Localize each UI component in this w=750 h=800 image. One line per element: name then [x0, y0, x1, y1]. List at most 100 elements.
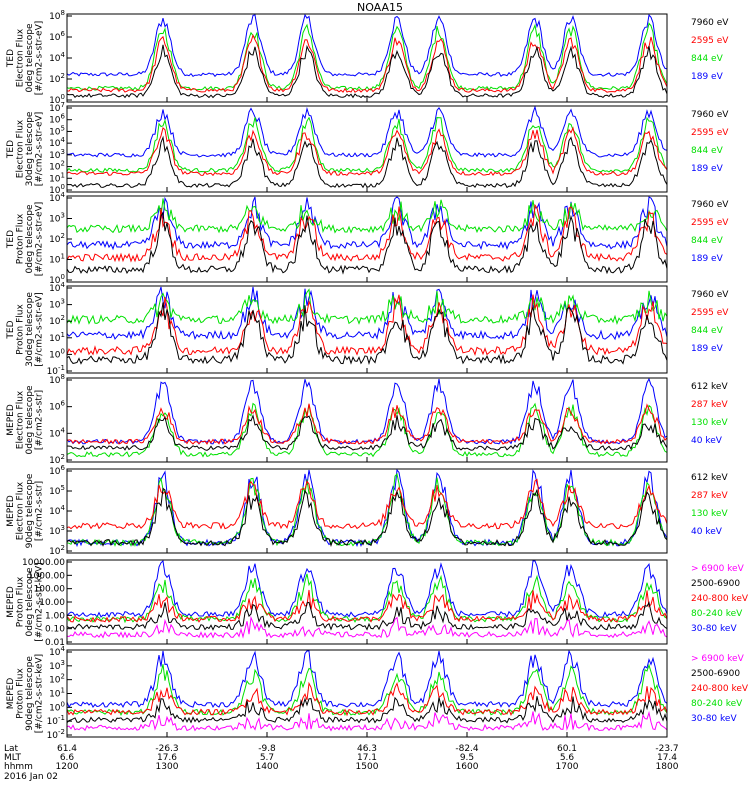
footer-hhmm-value: 1800 [656, 762, 679, 772]
series-line-612-kev [66, 487, 668, 547]
legend-entry: 612 keV [691, 382, 728, 392]
legend-entry: 7960 eV [691, 110, 729, 120]
legend-entry: 844 eV [691, 54, 724, 64]
series-line-80-240-kev [66, 663, 668, 717]
y-axis-label: MEPEDProton Flux90deg telescope[#/cm2-s-… [6, 654, 45, 733]
footer-mlt-value: 17.6 [157, 753, 177, 763]
footer-mlt-value: 5.7 [260, 753, 274, 763]
series-line-2500-6900 [66, 696, 668, 724]
series-line--6900-kev [66, 615, 668, 639]
y-tick-label: 100.00 [34, 585, 66, 595]
series-line--6900-kev [66, 710, 668, 732]
legend-entry: 2595 eV [691, 36, 729, 46]
legend-entry: 30-80 keV [691, 714, 737, 724]
footer-lat-value: -23.7 [655, 744, 678, 754]
y-tick-label: 102 [49, 72, 65, 85]
footer-mlt-value: 17.1 [357, 753, 377, 763]
series-line-2595-ev [66, 33, 668, 93]
footer-lat-value: 46.3 [357, 744, 377, 754]
series-line-189-ev [66, 13, 668, 78]
legend-entry: 287 keV [691, 400, 728, 410]
y-tick-label: 103 [49, 524, 65, 537]
footer-hhmm-value: 1400 [256, 762, 279, 772]
legend-entry: 40 keV [691, 527, 723, 537]
legend-entry: 240-800 keV [691, 594, 749, 604]
legend-entry: 287 keV [691, 491, 728, 501]
series-line-612-kev [66, 413, 668, 451]
y-tick-label: 102 [49, 232, 65, 245]
series-line-2595-ev [66, 126, 668, 177]
series-line-844-ev [66, 198, 668, 234]
footer-row-label: 2016 Jan 02 [4, 772, 58, 782]
panel-frame [66, 195, 668, 283]
panel-7: 10000.00 1000.00 100.00 10.00 1.00 0.10 0.01ME… [6, 558, 749, 648]
y-tick-label: 104 [49, 504, 65, 517]
y-tick-label: 0.01 [45, 638, 65, 648]
legend-entry: 189 eV [691, 72, 724, 82]
y-tick-label: 10-2 [47, 728, 65, 741]
panel-frame [66, 559, 668, 645]
panel-frame [66, 13, 668, 103]
y-tick-label: 101 [49, 253, 65, 266]
series-line-844-ev [66, 22, 668, 91]
legend-entry: 2595 eV [691, 308, 729, 318]
series-line-130-kev [66, 402, 668, 458]
legend-entry: 40 keV [691, 436, 723, 446]
series-line-287-kev [66, 478, 668, 530]
y-tick-label: 104 [49, 51, 65, 64]
y-tick-label: 0.10 [45, 625, 65, 635]
legend-entry: 189 eV [691, 164, 724, 174]
footer-hhmm-value: 1700 [556, 762, 579, 772]
series-line-2595-ev [66, 203, 668, 263]
series-line-30-80-kev [66, 560, 668, 619]
series-line-189-ev [66, 105, 668, 158]
legend-entry: 30-80 keV [691, 624, 737, 634]
footer-hhmm-value: 1300 [156, 762, 179, 772]
footer-mlt-value: 9.5 [460, 753, 474, 763]
footer-row-label: Lat [4, 744, 19, 754]
y-tick-label: 100 [49, 347, 65, 360]
legend-entry: 130 keV [691, 418, 728, 428]
y-tick-label: 105 [49, 484, 65, 497]
y-tick-label: 1.00 [45, 611, 65, 621]
y-tick-label: 100 [49, 700, 65, 713]
legend-entry: 189 eV [691, 344, 724, 354]
series-line-30-80-kev [66, 649, 668, 709]
y-tick-label: 108 [49, 9, 65, 22]
series-line-7960-ev [66, 44, 668, 99]
legend-entry: 80-240 keV [691, 609, 743, 619]
y-tick-label: 106 [49, 400, 65, 413]
y-tick-label: 10-1 [47, 714, 65, 727]
legend-entry: 2595 eV [691, 218, 729, 228]
legend-entry: 240-800 keV [691, 684, 749, 694]
y-axis-label: TEDProton Flux0deg telescope[#/cm2-s-str… [6, 202, 45, 277]
y-tick-label: 101 [49, 331, 65, 344]
y-axis-label: MEPEDElectron Flux0deg telescope[#/cm2-s… [6, 385, 45, 455]
y-axis-label: TEDElectron Flux0deg telescope[#/cm2-s-s… [6, 21, 45, 96]
legend-entry: 80-240 keV [691, 699, 743, 709]
plot-title: NOAA15 [357, 1, 403, 14]
footer-lat-value: 61.4 [57, 744, 77, 754]
footer-mlt-value: 5.6 [560, 753, 575, 763]
footer-lat-value: -9.8 [258, 744, 276, 754]
y-tick-label: 104 [49, 426, 65, 439]
y-axis-label: MEPEDElectron Flux90deg telescope[#/cm2-… [6, 473, 45, 548]
legend-entry: 7960 eV [691, 200, 729, 210]
footer-hhmm-value: 1600 [456, 762, 479, 772]
series-line-80-240-kev [66, 573, 668, 624]
series-line-40-kev [66, 377, 668, 445]
series-line-7960-ev [66, 135, 668, 189]
footer-lat-value: -26.3 [155, 744, 178, 754]
footer-mlt-value: 17.4 [657, 753, 677, 763]
footer-row-label: hhmm [4, 762, 33, 772]
